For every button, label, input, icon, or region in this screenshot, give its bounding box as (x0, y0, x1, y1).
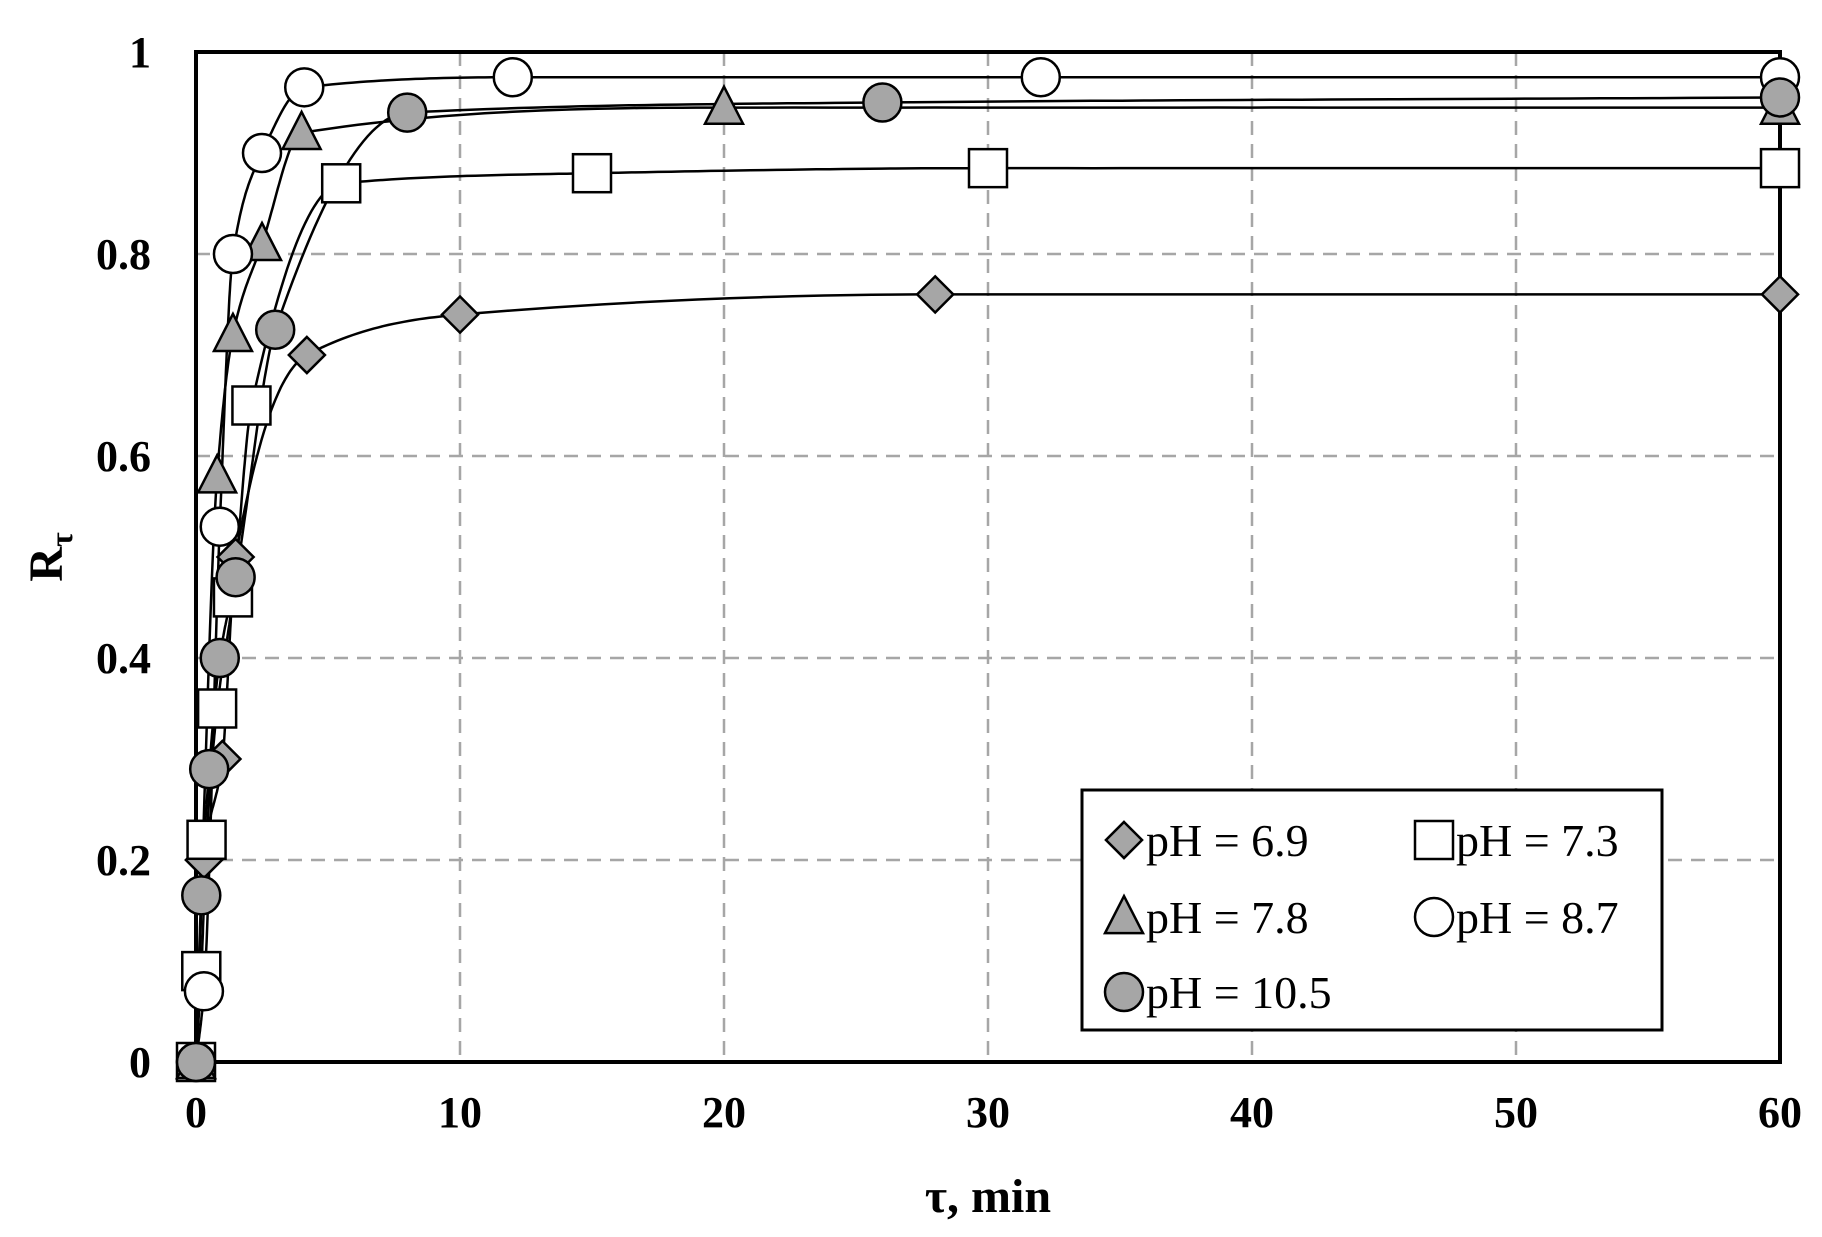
legend-marker (1102, 893, 1146, 935)
data-point (440, 294, 480, 335)
x-tick-label: 10 (438, 1088, 482, 1137)
data-point (175, 1041, 217, 1083)
legend-marker (1413, 896, 1455, 938)
x-axis-title: τ, min (925, 1170, 1051, 1223)
legend-item: pH = 7.8 (1102, 892, 1309, 943)
x-tick-label: 0 (185, 1088, 207, 1137)
data-markers (174, 57, 1802, 1083)
x-tick-label: 60 (1758, 1088, 1802, 1137)
data-point (188, 748, 230, 790)
data-point (181, 875, 222, 916)
tick-labels: 0 10 20 30 40 50 60 0 0.2 0.4 0.6 0.8 1 (96, 28, 1802, 1137)
data-point (386, 92, 428, 133)
y-tick-label: 1 (129, 28, 151, 77)
data-point (492, 57, 534, 98)
data-point (1759, 147, 1801, 189)
legend-label: pH = 6.9 (1146, 815, 1309, 866)
data-point (283, 67, 325, 108)
legend-label: pH = 8.7 (1456, 892, 1619, 943)
data-point (199, 506, 241, 547)
data-point (915, 274, 956, 315)
data-point (1760, 274, 1800, 315)
data-point (196, 452, 239, 494)
legend-marker (1104, 820, 1144, 860)
data-point (186, 819, 227, 861)
legend-marker (1413, 819, 1455, 861)
data-point (1020, 57, 1062, 98)
x-tick-label: 30 (966, 1088, 1010, 1137)
data-point (967, 147, 1009, 189)
data-point (196, 688, 238, 729)
data-point (241, 132, 283, 174)
data-point (280, 109, 323, 151)
legend-marker (1103, 971, 1145, 1013)
y-tick-label: 0.8 (96, 230, 151, 279)
legend-label: pH = 10.5 (1146, 967, 1332, 1018)
data-point (183, 971, 225, 1012)
x-tick-label: 50 (1494, 1088, 1538, 1137)
x-tick-label: 40 (1230, 1088, 1274, 1137)
legend-box (1080, 788, 1664, 1032)
data-point (287, 335, 327, 375)
y-tick-label: 0 (129, 1038, 151, 1087)
legend-item: pH = 8.7 (1413, 892, 1619, 943)
y-axis-title-subscript: τ (43, 532, 79, 547)
data-point (1759, 77, 1801, 118)
data-point (702, 83, 746, 125)
legend: pH = 6.9 pH = 7.3 pH = 7.8 pH = 8.7 pH = 10.… (1080, 788, 1664, 1032)
plot-frame (194, 50, 1782, 1064)
x-tick-label: 20 (702, 1088, 746, 1137)
legend-item: pH = 6.9 (1104, 815, 1309, 866)
data-point (211, 311, 255, 353)
y-tick-label: 0.4 (96, 634, 151, 683)
y-tick-label: 0.6 (96, 432, 151, 481)
data-point (199, 637, 241, 679)
data-point (231, 385, 272, 426)
legend-label: pH = 7.8 (1146, 892, 1309, 943)
data-point (862, 82, 903, 123)
y-axis-title-main: R (20, 546, 73, 582)
y-tick-label: 0.2 (96, 836, 151, 885)
data-point (212, 233, 254, 275)
legend-item: pH = 10.5 (1103, 967, 1332, 1018)
y-axis-title: Rτ (20, 532, 79, 582)
data-point (215, 556, 256, 598)
legend-label: pH = 7.3 (1456, 815, 1619, 866)
legend-items: pH = 6.9 pH = 7.3 pH = 7.8 pH = 8.7 pH = 10.… (1102, 815, 1619, 1018)
legend-item: pH = 7.3 (1413, 815, 1619, 866)
data-point (254, 309, 296, 350)
data-point (320, 163, 362, 204)
data-point (571, 152, 613, 194)
